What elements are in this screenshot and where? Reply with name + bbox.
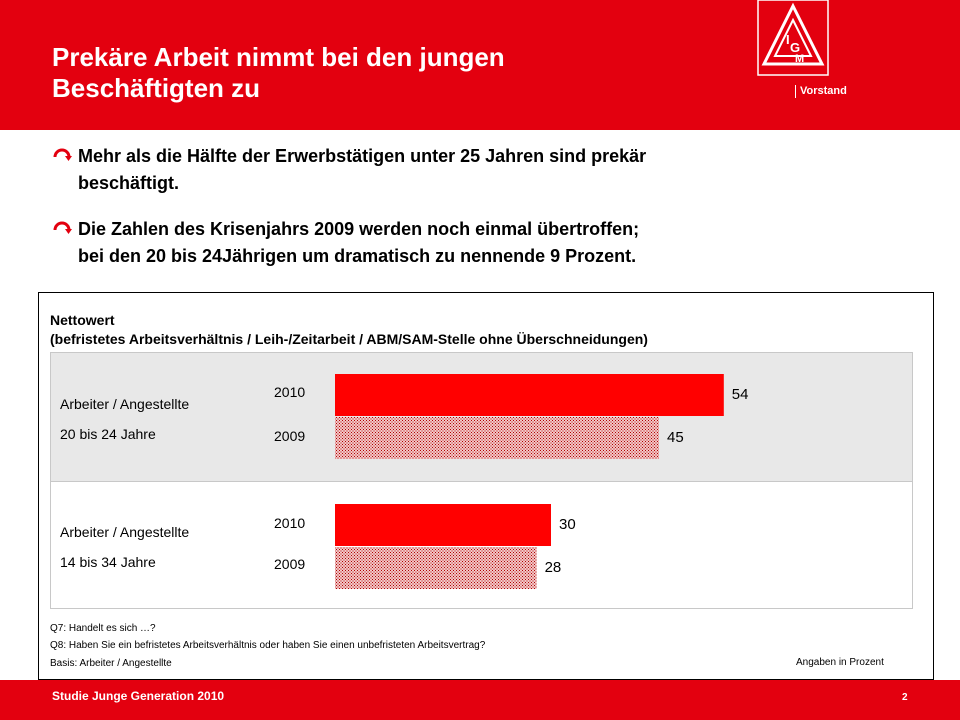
group-label-line-2: 14 bis 34 Jahre xyxy=(60,554,156,570)
year-label-2010: 2010 xyxy=(274,384,306,400)
igm-logo-icon: I G M xyxy=(757,0,829,76)
bullet-arrow-icon xyxy=(53,221,72,234)
bullet-2-line-2: bei den 20 bis 24Jährigen um dramatisch … xyxy=(78,246,637,266)
bullet-arrow-icon xyxy=(53,148,72,161)
value-label-20-24-2009: 45 xyxy=(667,429,684,446)
logo-letter-g: G xyxy=(790,40,800,55)
bullet-1-line-2: beschäftigt. xyxy=(78,173,180,193)
bar-20-24-2009 xyxy=(335,417,659,459)
slide-title: Prekäre Arbeit nimmt bei den jungen Besc… xyxy=(52,42,505,104)
group-label-line-1: Arbeiter / Angestellte xyxy=(60,524,190,540)
year-label-2009: 2009 xyxy=(274,556,306,572)
year-label-2010: 2010 xyxy=(274,515,306,531)
bullet-2: Die Zahlen des Krisenjahrs 2009 werden n… xyxy=(52,216,852,270)
bar-20-24-2010 xyxy=(335,374,724,416)
note-q8: Q8: Haben Sie ein befristetes Arbeitsver… xyxy=(50,640,486,651)
logo-letter-i: I xyxy=(786,32,790,47)
bullet-2-line-1: Die Zahlen des Krisenjahrs 2009 werden n… xyxy=(78,219,640,239)
bar-14-34-2010 xyxy=(335,504,551,546)
unit-note: Angaben in Prozent xyxy=(796,657,884,668)
group-label-line-2: 20 bis 24 Jahre xyxy=(60,426,156,442)
note-q7: Q7: Handelt es sich …? xyxy=(50,623,156,634)
chart-subtitle: (befristetes Arbeitsverhältnis / Leih-/Z… xyxy=(50,331,648,347)
chart-heading: Nettowert (befristetes Arbeitsverhältnis… xyxy=(50,311,648,349)
chart-panel xyxy=(50,352,913,609)
bullet-1: Mehr als die Hälfte der Erwerbstätigen u… xyxy=(52,143,852,197)
title-line-2: Beschäftigten zu xyxy=(52,73,261,103)
chart-panel-separator xyxy=(51,481,912,482)
group-label-14-34: Arbeiter / Angestellte 14 bis 34 Jahre xyxy=(60,517,189,577)
year-label-2009: 2009 xyxy=(274,428,306,444)
group-label-20-24: Arbeiter / Angestellte 20 bis 24 Jahre xyxy=(60,389,189,449)
logo-letter-m: M xyxy=(795,53,804,65)
footer-bar xyxy=(0,680,960,720)
org-label: Vorstand xyxy=(795,85,847,98)
note-basis: Basis: Arbeiter / Angestellte xyxy=(50,658,172,669)
value-label-14-34-2009: 28 xyxy=(544,559,562,576)
footer-study-title: Studie Junge Generation 2010 xyxy=(52,689,225,703)
bar-14-34-2009 xyxy=(335,547,537,589)
chart-title: Nettowert xyxy=(50,312,115,328)
title-line-1: Prekäre Arbeit nimmt bei den jungen xyxy=(52,42,505,72)
igm-logo: I G M xyxy=(752,0,834,79)
value-label-14-34-2010: 30 xyxy=(559,516,576,533)
group-label-line-1: Arbeiter / Angestellte xyxy=(60,396,190,412)
page-number: 2 xyxy=(902,692,908,703)
chart-frame xyxy=(38,292,934,680)
bullet-1-line-1: Mehr als die Hälfte der Erwerbstätigen u… xyxy=(78,146,647,166)
value-label-20-24-2010: 54 xyxy=(731,386,749,403)
